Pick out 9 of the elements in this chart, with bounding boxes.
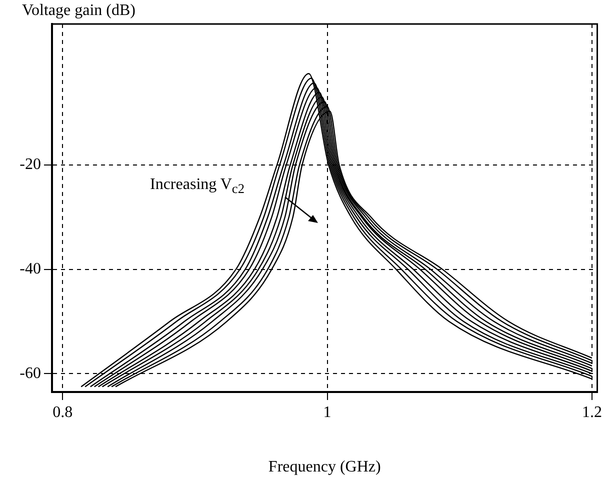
annotation: Increasing V$_{c2}$ bbox=[150, 176, 244, 198]
x-tick-label: 1 bbox=[323, 404, 332, 421]
x-tick-label: 1.2 bbox=[582, 404, 602, 421]
x-tick-label: 0.8 bbox=[52, 404, 73, 421]
y-tick-label: -40 bbox=[20, 260, 41, 278]
y-tick-label: -60 bbox=[20, 364, 41, 382]
x-axis-title: Frequency (GHz) bbox=[268, 458, 381, 476]
y-tick-label: -20 bbox=[20, 156, 41, 174]
y-axis-title: Voltage gain (dB) bbox=[22, 2, 136, 20]
